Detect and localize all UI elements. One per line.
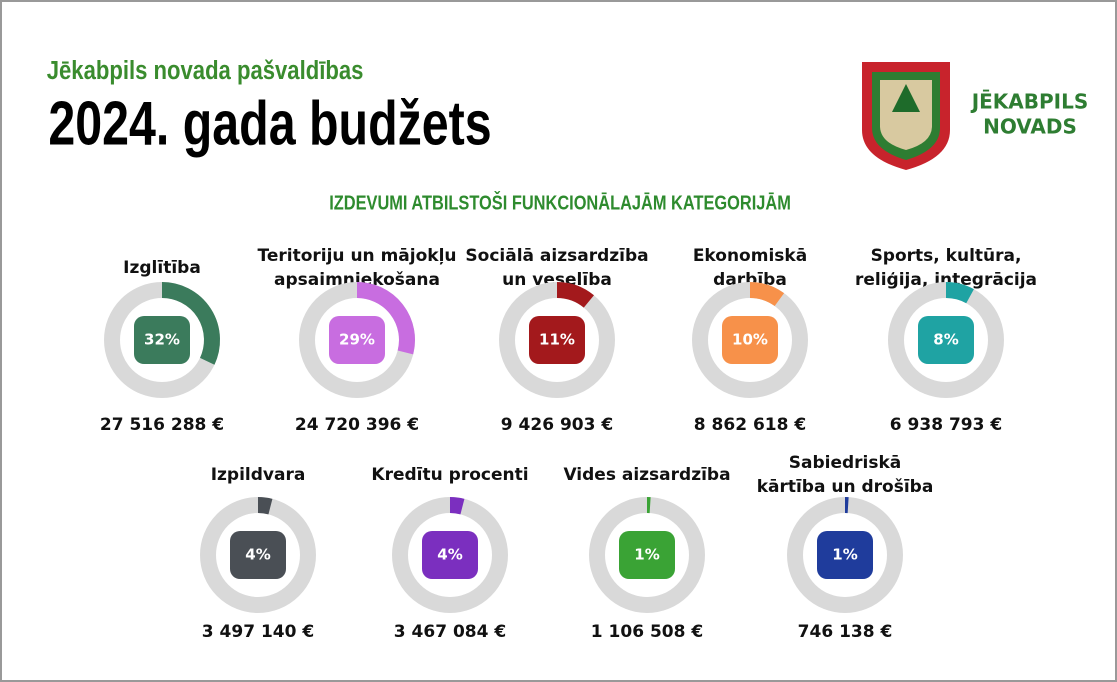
category-label: Sociālā aizsardzība <box>465 246 648 266</box>
icon <box>134 316 190 364</box>
icon <box>529 316 585 364</box>
percent-label: 4% <box>245 546 270 564</box>
kicker: Jēkabpils novada pašvaldības <box>47 56 364 85</box>
donut-arc <box>449 497 465 515</box>
category-label: Izglītība <box>123 258 201 278</box>
amount: 3 497 140 € <box>202 622 314 642</box>
icon <box>230 531 286 579</box>
donut-arc <box>556 282 594 308</box>
category-label: Sabiedriskā <box>789 453 902 473</box>
amount: 6 938 793 € <box>890 415 1002 435</box>
donut-arc <box>161 282 220 365</box>
donut-arc <box>749 282 785 307</box>
category-label: kārtība un drošība <box>757 477 934 497</box>
tree <box>892 84 920 112</box>
category-label: apsaimniekošana <box>274 270 440 290</box>
percent-label: 4% <box>437 546 462 564</box>
amount: 746 138 € <box>798 622 893 642</box>
amount: 3 467 084 € <box>394 622 506 642</box>
donut-arc <box>257 497 273 515</box>
amount: 24 720 396 € <box>295 415 419 435</box>
percent-label: 1% <box>634 546 659 564</box>
logo: JĒKABPILS NOVADS <box>862 62 1088 170</box>
donut-arc <box>356 282 415 355</box>
icon <box>329 316 385 364</box>
logo-text: JĒKABPILS <box>970 90 1089 114</box>
category-label: Ekonomiskā <box>693 246 807 266</box>
category-label: Vides aizsardzība <box>563 465 730 485</box>
title: 2024. gada budžets <box>48 89 491 158</box>
logo-text: NOVADS <box>983 115 1077 139</box>
icon <box>722 316 778 364</box>
category-label: Kredītu procenti <box>371 465 528 485</box>
icon <box>619 531 675 579</box>
category-label: un veselība <box>502 270 612 290</box>
category-label: reliģija, integrācija <box>855 270 1037 290</box>
percent-label: 8% <box>933 331 958 349</box>
percent-label: 29% <box>339 331 375 349</box>
icon <box>422 531 478 579</box>
category-label: Izpildvara <box>211 465 306 485</box>
icon <box>918 316 974 364</box>
icon <box>817 531 873 579</box>
amount: 9 426 903 € <box>501 415 613 435</box>
donut-arc <box>945 282 974 304</box>
amount: 1 106 508 € <box>591 622 703 642</box>
percent-label: 1% <box>832 546 857 564</box>
percent-label: 10% <box>732 331 768 349</box>
amount: 27 516 288 € <box>100 415 224 435</box>
shield-field <box>880 80 932 150</box>
percent-label: 32% <box>144 331 180 349</box>
amount: 8 862 618 € <box>694 415 806 435</box>
subtitle: IZDEVUMI ATBILSTOŠI FUNKCIONĀLAJĀM KATEG… <box>329 191 791 214</box>
category-label: Teritoriju un mājokļu <box>258 246 457 266</box>
percent-label: 11% <box>539 331 575 349</box>
category-label: Sports, kultūra, <box>871 246 1022 266</box>
